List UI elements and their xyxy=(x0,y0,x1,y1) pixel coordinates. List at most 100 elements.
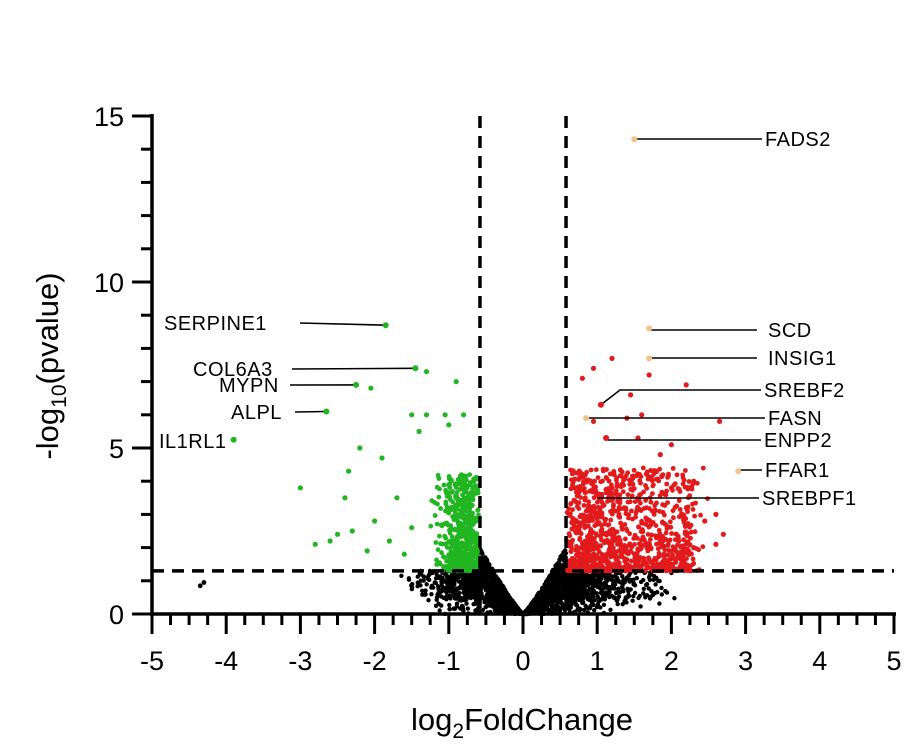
point-up xyxy=(600,468,606,474)
point-up xyxy=(690,556,696,562)
point-up xyxy=(577,535,583,541)
point-not-significant xyxy=(559,573,564,578)
point-not-significant xyxy=(545,581,551,587)
point-not-significant xyxy=(641,591,646,596)
point-up xyxy=(625,470,631,476)
point-up xyxy=(653,523,659,528)
point-not-significant xyxy=(406,576,412,581)
point-up xyxy=(673,531,679,537)
point-up xyxy=(665,543,671,548)
point-not-significant xyxy=(428,571,434,576)
point-not-significant xyxy=(576,586,581,591)
point-up xyxy=(645,473,650,478)
point-up xyxy=(693,500,698,506)
point-up xyxy=(642,561,648,567)
point-down xyxy=(446,422,452,428)
point-down xyxy=(441,482,447,488)
point-up xyxy=(643,483,648,488)
point-not-significant xyxy=(399,573,404,578)
point-up xyxy=(672,557,678,563)
point-up xyxy=(598,479,604,485)
gene-label-fasn: FASN xyxy=(768,408,822,430)
point-up xyxy=(602,517,608,523)
point-up xyxy=(582,472,588,478)
point-not-significant xyxy=(647,577,653,583)
point-up xyxy=(630,475,636,481)
point-down xyxy=(442,412,448,418)
point-down xyxy=(327,538,333,544)
point-up xyxy=(651,557,657,563)
point-not-significant xyxy=(612,586,617,591)
point-not-significant xyxy=(595,595,600,600)
point-down xyxy=(449,534,455,539)
point-up xyxy=(588,467,594,473)
point-mypn xyxy=(353,381,360,388)
x-tick-label: -5 xyxy=(140,646,164,676)
point-not-significant xyxy=(502,606,508,611)
point-up xyxy=(675,542,680,548)
point-up xyxy=(628,392,634,398)
point-not-significant xyxy=(471,595,477,600)
point-up xyxy=(629,493,635,499)
leader-line-serpine1 xyxy=(299,322,386,326)
point-down xyxy=(456,520,462,526)
point-not-significant xyxy=(601,595,606,600)
point-up xyxy=(685,486,691,492)
point-down xyxy=(450,553,456,559)
point-down xyxy=(453,379,459,385)
point-up xyxy=(617,515,623,520)
point-up xyxy=(623,536,628,542)
point-down xyxy=(452,513,458,519)
point-down xyxy=(475,507,481,513)
point-up xyxy=(585,506,591,511)
point-up xyxy=(648,468,653,473)
point-not-significant xyxy=(552,598,557,603)
x-tick-label: -4 xyxy=(214,646,238,676)
point-not-significant xyxy=(646,586,651,591)
point-up xyxy=(652,503,658,508)
point-up xyxy=(599,510,605,516)
point-not-significant xyxy=(437,608,442,613)
point-not-significant xyxy=(465,606,470,611)
point-not-significant xyxy=(433,603,439,608)
point-up xyxy=(576,506,582,511)
point-not-significant xyxy=(436,584,441,589)
point-not-significant xyxy=(429,592,434,597)
point-up xyxy=(586,548,591,554)
gene-label-col6a3: COL6A3 xyxy=(193,359,273,381)
point-up xyxy=(645,532,651,537)
point-up xyxy=(606,547,612,553)
point-up xyxy=(609,482,614,488)
point-up xyxy=(575,530,580,535)
point-fasn xyxy=(583,415,590,422)
point-up xyxy=(570,507,575,512)
point-up xyxy=(670,466,676,471)
point-up xyxy=(674,549,679,555)
point-up xyxy=(617,549,623,554)
point-up xyxy=(684,539,689,545)
point-down xyxy=(448,523,454,529)
point-not-significant xyxy=(446,578,451,583)
point-up xyxy=(681,477,687,483)
point-up xyxy=(620,554,625,560)
point-up xyxy=(640,465,646,471)
point-not-significant xyxy=(614,598,619,603)
point-up xyxy=(603,475,609,480)
point-not-significant xyxy=(552,589,557,594)
point-up xyxy=(662,491,667,497)
point-up xyxy=(598,534,603,539)
point-not-significant xyxy=(615,601,620,607)
point-not-significant xyxy=(461,586,466,592)
point-not-significant xyxy=(486,573,491,579)
point-up xyxy=(583,541,589,546)
point-down xyxy=(453,493,458,499)
point-up xyxy=(590,480,596,486)
point-up xyxy=(599,563,605,568)
point-up xyxy=(637,478,643,483)
point-not-significant xyxy=(544,593,550,598)
point-not-significant xyxy=(588,573,594,578)
point-down xyxy=(346,468,352,474)
point-up xyxy=(590,418,597,424)
point-up xyxy=(618,467,623,473)
point-up xyxy=(677,550,683,555)
